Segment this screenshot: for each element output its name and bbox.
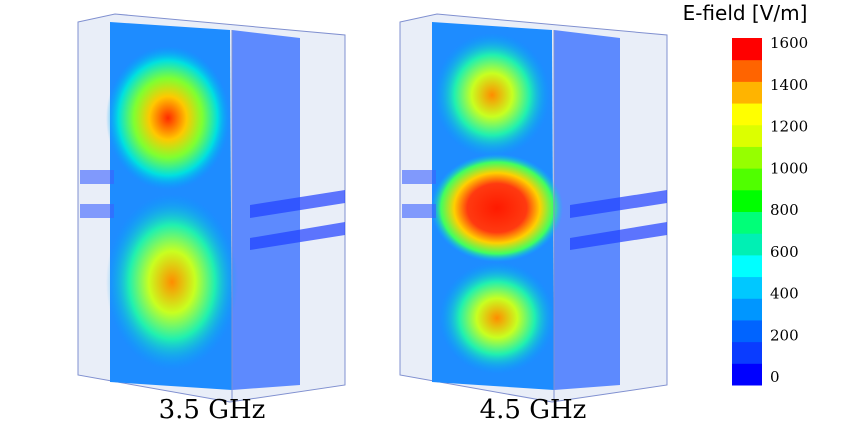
colorbar-segment xyxy=(732,211,762,234)
colorbar-segment xyxy=(732,124,762,147)
colorbar-segment xyxy=(732,319,762,343)
colorbar-tick-label: 200 xyxy=(770,326,799,344)
colorbar-segment xyxy=(732,59,762,82)
colorbar: E-field [V/m] 0 200 400 600 800 1000 1200 1400 1… xyxy=(683,1,809,386)
colorbar-segment xyxy=(732,189,762,212)
colorbar-segment xyxy=(732,363,762,386)
colorbar-segment xyxy=(732,81,762,104)
panel-label: 4.5 GHz xyxy=(480,395,587,422)
panel-right: 4.5 GHz xyxy=(399,13,668,422)
colorbar-segment xyxy=(732,103,762,126)
panel-left: 3.5 GHz xyxy=(77,13,346,422)
colorbar-tick-label: 0 xyxy=(770,368,780,386)
colorbar-tick-label: 1400 xyxy=(770,76,808,94)
colorbar-title: E-field [V/m] xyxy=(683,1,808,25)
panel-label: 3.5 GHz xyxy=(159,395,266,422)
colorbar-tick-label: 600 xyxy=(770,243,799,261)
colorbar-tick-label: 1600 xyxy=(770,34,808,52)
colorbar-tick-label: 400 xyxy=(770,285,799,303)
colorbar-segment xyxy=(732,146,762,169)
colorbar-segment xyxy=(732,298,762,321)
colorbar-segment xyxy=(732,38,762,61)
colorbar-segment xyxy=(732,254,762,278)
colorbar-segment xyxy=(732,168,762,191)
colorbar-tick-label: 800 xyxy=(770,201,799,219)
colorbar-tick-label: 1000 xyxy=(770,159,808,177)
colorbar-segment xyxy=(732,276,762,299)
colorbar-tick-label: 1200 xyxy=(770,118,808,136)
colorbar-segment xyxy=(732,341,762,364)
colorbar-segment xyxy=(732,233,762,256)
